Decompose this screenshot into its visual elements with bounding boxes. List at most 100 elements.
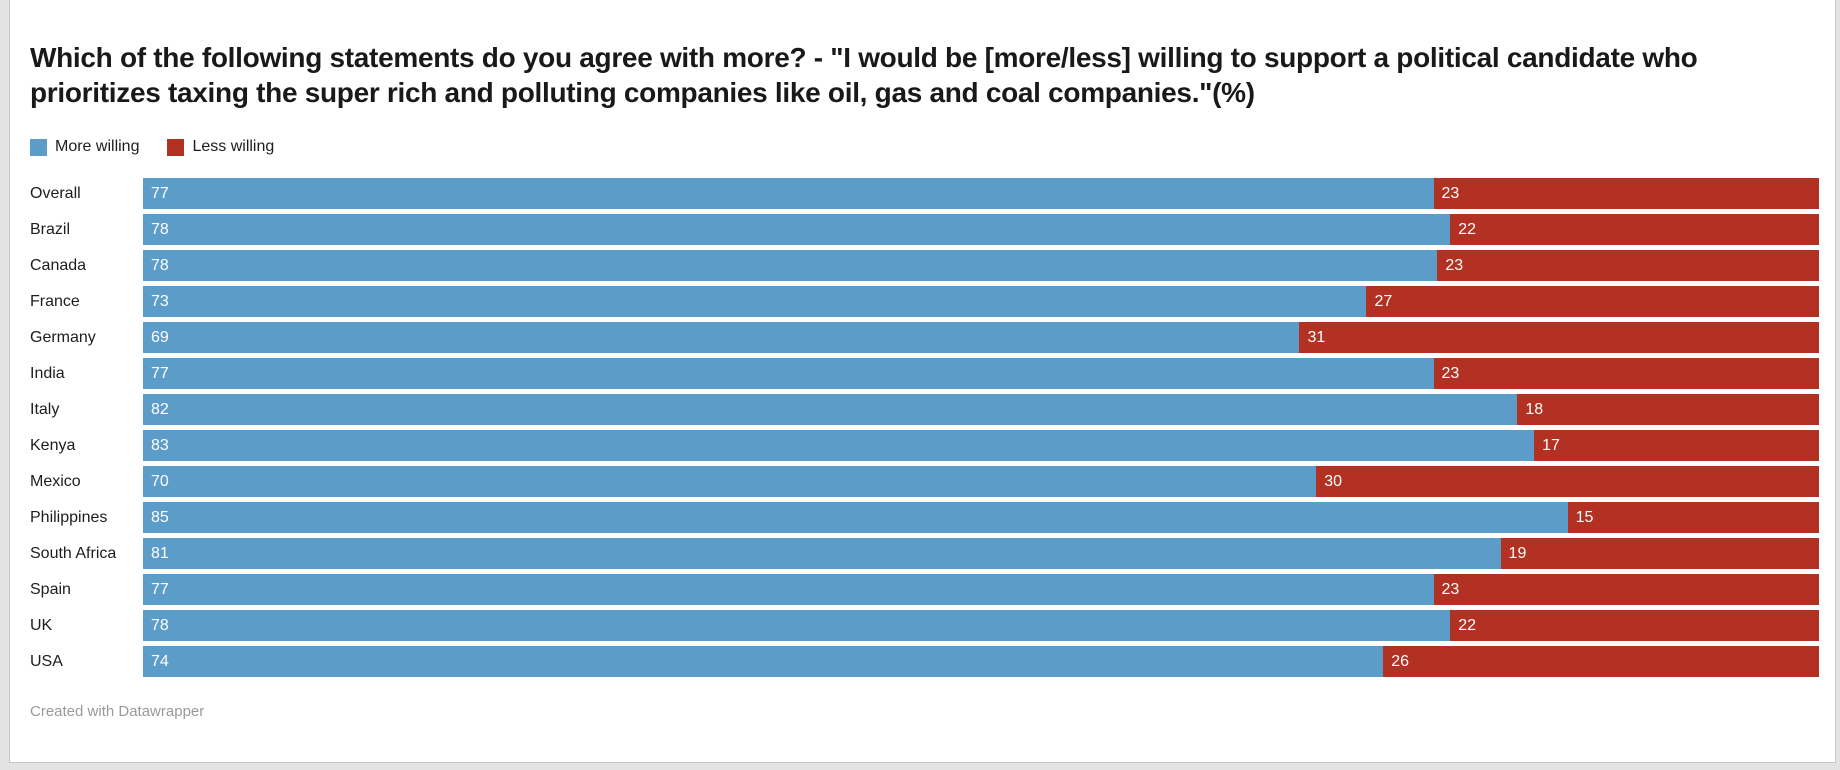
value-label: 23 <box>1445 256 1464 274</box>
value-label: 22 <box>1458 616 1477 634</box>
more-willing-segment: 70 <box>143 466 1317 497</box>
bar-track: 83 17 <box>143 430 1819 461</box>
more-willing-segment: 74 <box>143 646 1384 677</box>
bar-row: Germany 69 31 <box>30 322 1819 353</box>
more-willing-segment: 73 <box>143 286 1367 317</box>
more-willing-segment: 69 <box>143 322 1300 353</box>
less-willing-segment: 17 <box>1534 430 1819 461</box>
value-label: 23 <box>1441 184 1460 202</box>
value-label: 69 <box>151 328 169 346</box>
more-willing-swatch-icon <box>30 138 47 156</box>
value-label: 23 <box>1441 580 1460 598</box>
legend-label: Less willing <box>192 138 275 155</box>
bar-row: Italy 82 18 <box>30 394 1819 425</box>
bar-row: India 77 23 <box>30 358 1819 389</box>
more-willing-segment: 85 <box>143 502 1568 533</box>
value-label: 85 <box>151 508 169 526</box>
bar-row: Kenya 83 17 <box>30 430 1819 461</box>
legend-label: More willing <box>55 138 140 155</box>
category-label: UK <box>30 616 53 634</box>
value-label: 81 <box>151 544 169 562</box>
value-label: 83 <box>151 436 169 454</box>
bar-track: 78 23 <box>143 250 1819 281</box>
less-willing-segment: 23 <box>1433 574 1819 605</box>
bar-row: South Africa 81 19 <box>30 538 1819 569</box>
legend-item-more-willing: More willing <box>30 138 139 156</box>
bar-track: 78 22 <box>143 610 1819 641</box>
value-label: 77 <box>151 184 169 202</box>
more-willing-segment: 78 <box>143 214 1451 245</box>
credit-line: Created with Datawrapper <box>30 703 205 720</box>
legend-item-less-willing: Less willing <box>167 138 274 156</box>
value-label: 26 <box>1391 652 1410 670</box>
bar-row: UK 78 22 <box>30 610 1819 641</box>
value-label: 22 <box>1458 220 1477 238</box>
bar-track: 69 31 <box>143 322 1819 353</box>
more-willing-segment: 81 <box>143 538 1501 569</box>
bar-rows: Overall 77 23 Brazil 78 22 Canada 78 23 France 73 2… <box>30 178 1819 677</box>
category-label: France <box>30 292 80 310</box>
bar-track: 85 15 <box>143 502 1819 533</box>
value-label: 30 <box>1324 472 1342 490</box>
more-willing-segment: 78 <box>143 250 1438 281</box>
bar-row: Canada 78 23 <box>30 250 1819 281</box>
value-label: 18 <box>1525 400 1544 418</box>
bar-row: USA 74 26 <box>30 646 1819 677</box>
bar-track: 77 23 <box>143 574 1819 605</box>
bar-row: France 73 27 <box>30 286 1819 317</box>
value-label: 27 <box>1374 292 1393 310</box>
bar-track: 81 19 <box>143 538 1819 569</box>
less-willing-swatch-icon <box>167 138 185 156</box>
less-willing-segment: 22 <box>1450 610 1819 641</box>
value-label: 78 <box>151 220 169 238</box>
category-label: Brazil <box>30 220 71 238</box>
value-label: 70 <box>151 472 169 490</box>
bar-track: 77 23 <box>143 178 1819 209</box>
bar-track: 74 26 <box>143 646 1819 677</box>
bar-row: Spain 77 23 <box>30 574 1819 605</box>
more-willing-segment: 77 <box>143 178 1434 209</box>
more-willing-segment: 83 <box>143 430 1535 461</box>
less-willing-segment: 22 <box>1450 214 1819 245</box>
chart-card: Which of the following statements do you… <box>9 0 1836 763</box>
value-label: 17 <box>1542 436 1560 454</box>
less-willing-segment: 27 <box>1366 286 1819 317</box>
bar-row: Philippines 85 15 <box>30 502 1819 533</box>
less-willing-segment: 15 <box>1567 502 1819 533</box>
bar-track: 78 22 <box>143 214 1819 245</box>
value-label: 31 <box>1307 328 1326 346</box>
category-label: India <box>30 364 65 382</box>
less-willing-segment: 23 <box>1437 250 1819 281</box>
value-label: 73 <box>151 292 169 310</box>
category-label: Overall <box>30 184 81 202</box>
less-willing-segment: 19 <box>1500 538 1819 569</box>
value-label: 82 <box>151 400 169 418</box>
bar-row: Overall 77 23 <box>30 178 1819 209</box>
value-label: 77 <box>151 364 169 382</box>
value-label: 74 <box>151 652 169 670</box>
less-willing-segment: 26 <box>1383 646 1819 677</box>
category-label: Germany <box>30 328 96 346</box>
value-label: 78 <box>151 616 169 634</box>
category-label: Mexico <box>30 472 81 490</box>
bar-track: 70 30 <box>143 466 1819 497</box>
bar-row: Brazil 78 22 <box>30 214 1819 245</box>
chart-title: Which of the following statements do you… <box>30 42 1698 108</box>
bar-track: 77 23 <box>143 358 1819 389</box>
category-label: Kenya <box>30 436 76 454</box>
more-willing-segment: 77 <box>143 574 1434 605</box>
category-label: USA <box>30 652 63 670</box>
bar-track: 82 18 <box>143 394 1819 425</box>
more-willing-segment: 82 <box>143 394 1518 425</box>
value-label: 78 <box>151 256 169 274</box>
less-willing-segment: 23 <box>1433 178 1819 209</box>
bar-track: 73 27 <box>143 286 1819 317</box>
less-willing-segment: 18 <box>1517 394 1819 425</box>
less-willing-segment: 23 <box>1433 358 1819 389</box>
category-label: Philippines <box>30 508 108 526</box>
value-label: 15 <box>1575 508 1594 526</box>
value-label: 23 <box>1441 364 1460 382</box>
category-label: Spain <box>30 580 71 598</box>
category-label: Italy <box>30 400 60 418</box>
more-willing-segment: 77 <box>143 358 1434 389</box>
